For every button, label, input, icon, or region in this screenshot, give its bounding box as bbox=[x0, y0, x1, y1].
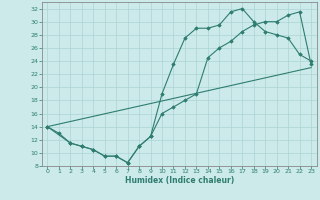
X-axis label: Humidex (Indice chaleur): Humidex (Indice chaleur) bbox=[124, 176, 234, 185]
